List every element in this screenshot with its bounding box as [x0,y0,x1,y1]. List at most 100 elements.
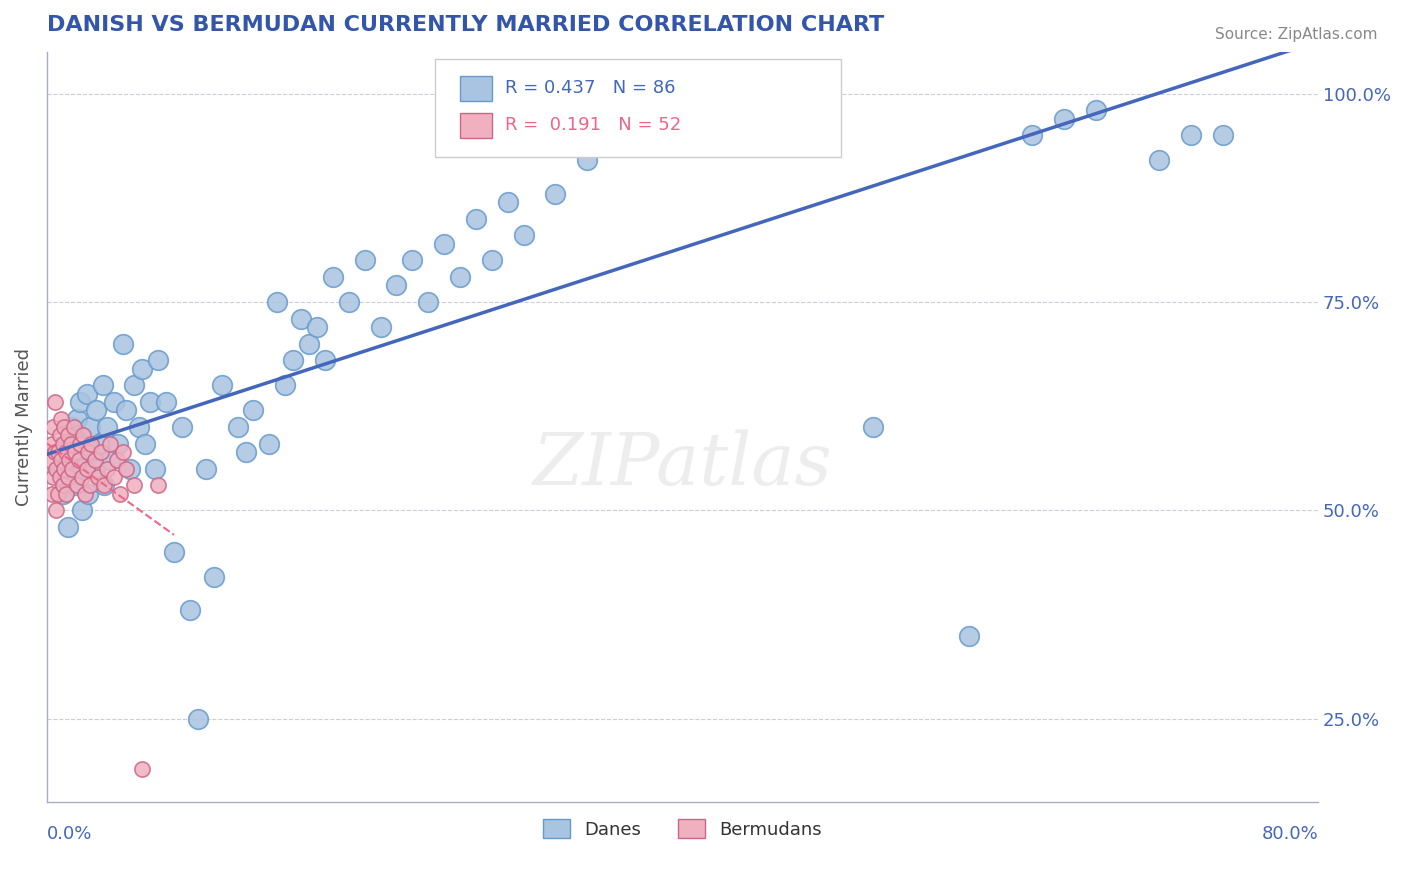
Point [70,503,93,517]
Point [385,278,408,293]
Point [115,403,138,417]
Point [76,461,98,475]
Point [124,478,146,492]
Point [155,395,177,409]
Point [266,295,288,310]
Point [124,378,146,392]
Point [108,487,131,501]
Point [56,470,79,484]
Point [55,445,77,459]
Point [115,461,138,475]
Point [51,453,73,467]
Point [103,395,125,409]
Point [465,211,488,226]
Point [146,353,169,368]
Point [90,445,112,459]
Point [42,470,65,484]
Point [131,762,153,776]
Point [48,461,70,475]
Point [66,411,89,425]
Point [179,603,201,617]
Point [718,87,741,101]
Point [146,478,169,492]
Point [1212,128,1234,143]
Point [91,378,114,392]
Point [51,411,73,425]
Point [640,112,662,126]
Point [118,461,141,475]
Point [226,420,249,434]
Point [112,336,135,351]
Point [100,453,122,467]
Point [63,445,86,459]
Point [283,353,305,368]
Point [370,320,392,334]
Point [814,87,837,101]
Text: R =  0.191   N = 52: R = 0.191 N = 52 [505,116,681,135]
Point [93,478,115,492]
Point [274,378,297,392]
Point [496,194,519,209]
Point [76,386,98,401]
Point [72,461,94,475]
Point [72,428,94,442]
Point [55,436,77,450]
Point [89,436,111,450]
Point [53,461,76,475]
Point [105,453,128,467]
Point [65,445,87,459]
Point [305,320,328,334]
Point [1084,103,1107,118]
Point [56,428,79,442]
Point [41,436,63,450]
Point [67,453,90,467]
Point [96,420,118,434]
Text: ZIPatlas: ZIPatlas [533,429,832,500]
Point [46,445,69,459]
Point [337,295,360,310]
Point [671,87,693,101]
Text: 80.0%: 80.0% [1261,825,1319,843]
Point [131,361,153,376]
Point [353,253,375,268]
Point [607,128,630,143]
FancyBboxPatch shape [434,60,841,157]
Point [544,186,567,201]
Point [433,236,456,251]
Point [576,153,599,168]
Point [322,269,344,284]
Point [79,420,101,434]
Point [79,478,101,492]
Point [1021,128,1043,143]
Point [77,487,100,501]
Point [53,420,76,434]
Point [66,478,89,492]
Point [449,269,471,284]
Point [143,461,166,475]
Point [44,395,66,409]
Point [42,420,65,434]
Point [44,445,66,459]
Point [69,395,91,409]
Point [112,445,135,459]
Point [290,311,312,326]
Point [73,436,96,450]
Point [93,478,115,492]
Point [1053,112,1076,126]
Point [73,487,96,501]
Point [80,436,103,450]
Point [56,520,79,534]
Point [58,453,80,467]
Legend: Danes, Bermudans: Danes, Bermudans [536,812,830,846]
Point [202,570,225,584]
Point [39,453,62,467]
Point [65,478,87,492]
Point [163,545,186,559]
Point [59,436,82,450]
Point [63,420,86,434]
Point [83,461,105,475]
Point [83,453,105,467]
Text: Source: ZipAtlas.com: Source: ZipAtlas.com [1215,27,1378,42]
Point [139,395,162,409]
Point [259,436,281,450]
